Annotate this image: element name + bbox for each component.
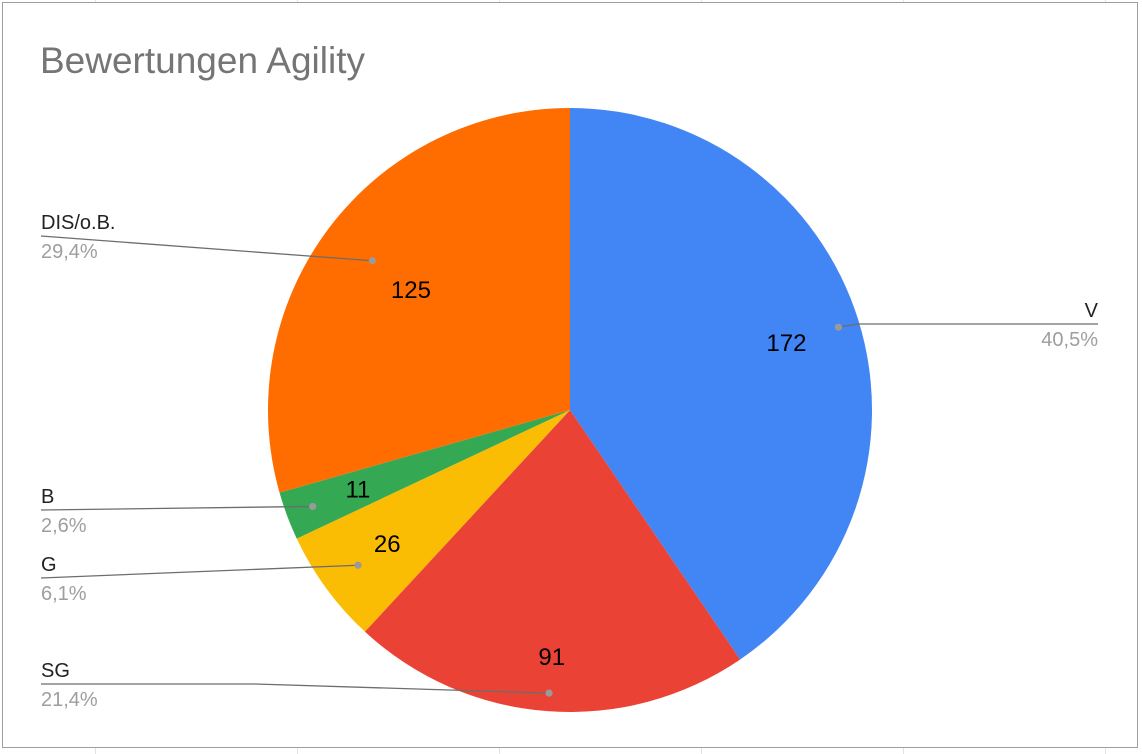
slice-percent-label: 6,1% bbox=[41, 583, 87, 605]
leader-dot bbox=[354, 561, 362, 569]
slice-category-label: G bbox=[41, 554, 57, 576]
slice-category-label: DIS/o.B. bbox=[41, 212, 115, 234]
slice-percent-label: 29,4% bbox=[41, 241, 98, 263]
slice-value-label: 172 bbox=[766, 330, 806, 357]
slice-category-label: B bbox=[41, 486, 54, 508]
slice-value-label: 11 bbox=[345, 476, 370, 503]
slice-category-label: V bbox=[1085, 300, 1099, 322]
pie-slice-b[interactable] bbox=[279, 410, 570, 539]
leader-line bbox=[40, 505, 313, 511]
slice-value-label: 91 bbox=[538, 644, 565, 671]
chart-title: Bewertungen Agility bbox=[40, 40, 365, 81]
leader-line bbox=[838, 323, 1098, 328]
leader-dot bbox=[545, 689, 553, 697]
leader-dot bbox=[834, 323, 842, 331]
pie-slice-v[interactable] bbox=[570, 108, 872, 660]
slice-value-label: 125 bbox=[391, 277, 431, 304]
slice-percent-label: 2,6% bbox=[41, 515, 87, 537]
slice-percent-label: 40,5% bbox=[1041, 329, 1098, 351]
pie-slice-g[interactable] bbox=[296, 410, 570, 632]
pie-slice-dis-o-b-[interactable] bbox=[267, 108, 570, 493]
leader-line bbox=[41, 683, 550, 694]
leader-line bbox=[40, 564, 359, 579]
leader-dot bbox=[368, 257, 376, 265]
slice-percent-label: 21,4% bbox=[41, 689, 98, 711]
slice-value-label: 26 bbox=[374, 531, 401, 558]
slice-category-label: SG bbox=[41, 660, 70, 682]
pie-slice-sg[interactable] bbox=[364, 410, 741, 712]
leader-dot bbox=[309, 502, 317, 511]
leader-line bbox=[40, 235, 373, 262]
